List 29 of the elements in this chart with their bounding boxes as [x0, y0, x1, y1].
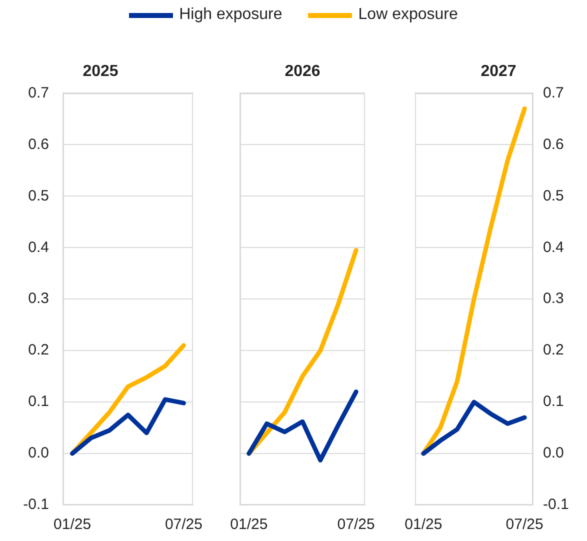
chart-title: 2027: [480, 63, 516, 80]
y2-tick-label: 0.6: [543, 136, 564, 153]
y-tick-label: 0.4: [28, 238, 49, 256]
y2-tick-label: 0.1: [543, 393, 564, 410]
x-tick-label: 01/25: [230, 516, 268, 534]
legend-label: High exposure: [179, 6, 282, 24]
y-tick-label: 0.3: [28, 290, 49, 308]
x-tick-label: 01/25: [404, 516, 442, 534]
y-tick-label: 0.5: [28, 187, 49, 204]
y2-tick-label: 0.7: [543, 84, 564, 102]
y2-tick-label: 0.4: [543, 238, 564, 256]
chart-title: 2025: [82, 63, 118, 80]
y2-tick-label: -0.1: [543, 496, 569, 514]
x-tick-label: 01/25: [54, 516, 92, 534]
chart-title: 2026: [284, 63, 320, 80]
y-tick-label: 0.1: [28, 393, 49, 410]
x-tick-label: 07/25: [164, 516, 202, 534]
legend-label: Low exposure: [358, 6, 458, 24]
y-tick-label: 0.2: [28, 342, 49, 359]
y-tick-label: 0.7: [28, 84, 49, 102]
y2-tick-label: 0.2: [543, 342, 564, 359]
y2-tick-label: 0.0: [543, 444, 564, 462]
y-tick-label: 0.6: [28, 136, 49, 153]
y-tick-label: 0.0: [28, 444, 49, 462]
x-tick-label: 07/25: [337, 516, 375, 534]
x-tick-label: 07/25: [506, 516, 544, 534]
y-tick-label: -0.1: [23, 496, 49, 514]
y2-tick-label: 0.3: [543, 290, 564, 308]
y2-tick-label: 0.5: [543, 187, 564, 204]
